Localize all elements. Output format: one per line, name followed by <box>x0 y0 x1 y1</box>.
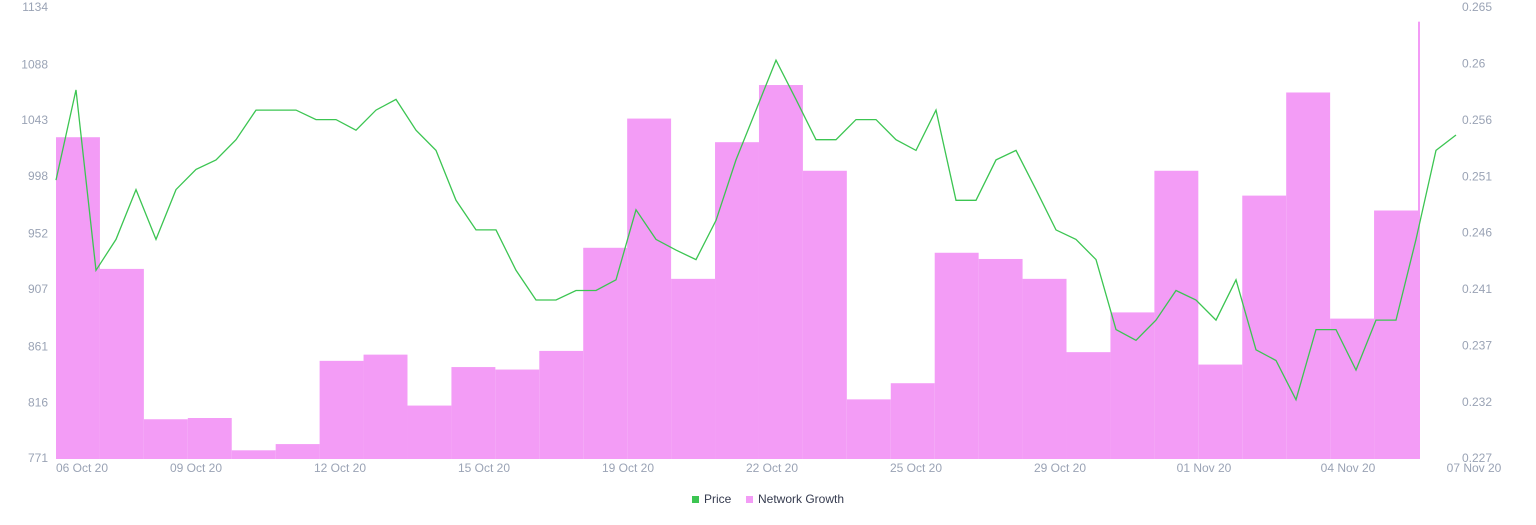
bar <box>1022 278 1067 459</box>
x-tick-label: 01 Nov 20 <box>1177 461 1232 475</box>
bar <box>407 405 452 459</box>
x-tick-label: 07 Nov 20 <box>1447 461 1502 475</box>
bar <box>583 247 628 459</box>
y-tick-label: 998 <box>28 169 48 183</box>
x-tick-label: 12 Oct 20 <box>314 461 366 475</box>
bar <box>363 354 408 459</box>
bar <box>978 258 1023 459</box>
x-tick-label: 15 Oct 20 <box>458 461 510 475</box>
y2-tick-label: 0.227 <box>1462 451 1492 465</box>
bar <box>758 85 803 459</box>
y2-tick-label: 0.256 <box>1462 113 1492 127</box>
y-tick-label: 1088 <box>21 57 48 71</box>
x-tick-label: 04 Nov 20 <box>1321 461 1376 475</box>
bar <box>715 142 759 459</box>
y2-tick-label: 0.246 <box>1462 226 1492 240</box>
bar <box>187 418 232 459</box>
bar <box>231 450 276 459</box>
legend-swatch <box>692 496 699 503</box>
y2-tick-label: 0.241 <box>1462 282 1492 296</box>
bar <box>99 268 144 459</box>
x-tick-label: 19 Oct 20 <box>602 461 654 475</box>
bar <box>143 419 188 459</box>
bar <box>1110 312 1155 459</box>
bar <box>802 170 847 459</box>
bar <box>1154 170 1199 459</box>
x-tick-label: 29 Oct 20 <box>1034 461 1086 475</box>
bar <box>627 118 672 460</box>
bar <box>1418 21 1420 460</box>
x-tick-label: 06 Oct 20 <box>56 461 108 475</box>
bar <box>56 137 100 459</box>
price-line <box>55 58 1457 402</box>
bar <box>1066 352 1111 459</box>
y-tick-label: 1043 <box>21 113 48 127</box>
x-tick-label: 25 Oct 20 <box>890 461 942 475</box>
bar <box>1242 195 1287 459</box>
bar <box>934 252 979 459</box>
y-tick-label: 952 <box>28 226 48 240</box>
y-tick-label: 1134 <box>22 0 48 14</box>
y2-tick-label: 0.237 <box>1462 338 1492 352</box>
bar <box>1198 364 1243 459</box>
y2-tick-label: 0.251 <box>1462 169 1492 183</box>
y2-tick-label: 0.26 <box>1462 57 1486 71</box>
bar <box>319 360 364 459</box>
bar <box>539 350 584 459</box>
bar <box>1374 210 1418 459</box>
y2-tick-label: 0.265 <box>1462 0 1492 14</box>
y-tick-label: 816 <box>28 395 48 409</box>
bar <box>1286 92 1331 459</box>
bar <box>890 383 935 459</box>
x-tick-label: 09 Oct 20 <box>170 461 222 475</box>
bar <box>451 367 496 459</box>
y-tick-label: 771 <box>28 451 48 465</box>
bar <box>275 444 320 459</box>
legend-label: Price <box>704 492 732 506</box>
x-tick-label: 22 Oct 20 <box>746 461 798 475</box>
bar <box>846 399 891 459</box>
bar <box>671 278 716 459</box>
y2-tick-label: 0.232 <box>1462 395 1492 409</box>
bar <box>495 369 540 459</box>
y-tick-label: 861 <box>28 339 48 353</box>
y-tick-label: 907 <box>28 282 48 296</box>
legend-swatch <box>746 496 753 503</box>
legend-label: Network Growth <box>758 492 844 506</box>
